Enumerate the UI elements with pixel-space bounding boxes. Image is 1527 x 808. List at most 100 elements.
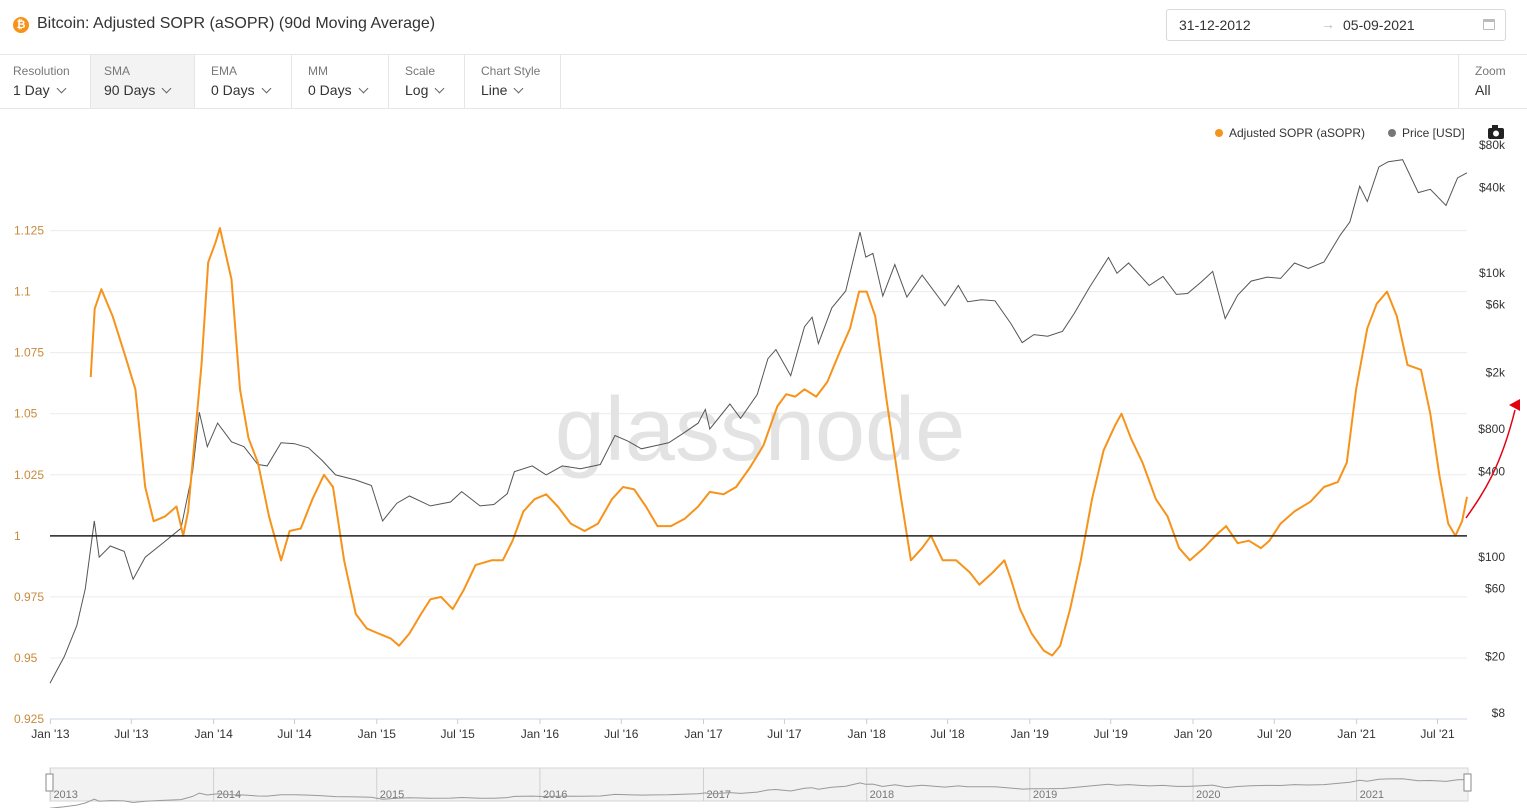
y-right-tick-label: $100 — [1478, 550, 1505, 564]
x-tick-label: Jul '15 — [441, 727, 476, 741]
annotation-arrowhead — [1509, 399, 1520, 411]
x-tick-label: Jan '15 — [358, 727, 397, 741]
chart-style-select[interactable]: Chart Style Line — [465, 55, 561, 108]
camera-icon[interactable] — [1488, 125, 1504, 139]
y-left-tick-label: 1 — [14, 529, 21, 543]
legend-price-label[interactable]: Price [USD] — [1402, 126, 1465, 140]
ema-select[interactable]: EMA 0 Days — [195, 55, 292, 108]
y-right-tick-label: $400 — [1478, 465, 1505, 479]
chevron-down-icon — [358, 83, 369, 94]
y-left-tick-label: 1.075 — [14, 346, 44, 360]
chevron-down-icon — [434, 83, 445, 94]
ema-label: EMA — [211, 64, 238, 78]
legend-sopr-label[interactable]: Adjusted SOPR (aSOPR) — [1229, 126, 1365, 140]
bitcoin-icon: ₿ — [13, 17, 29, 33]
x-tick-label: Jul '20 — [1257, 727, 1292, 741]
sopr-chart[interactable]: glassnode 0.925 0.95 0.975 1 1.025 1.05 1.075 1… — [0, 108, 1527, 808]
x-tick-label: Jul '17 — [767, 727, 802, 741]
y-right-tick-label: $80k — [1479, 138, 1506, 152]
x-tick-label: Jul '18 — [930, 727, 965, 741]
navigator-price-line — [49, 778, 1468, 808]
x-tick-label: Jan '21 — [1337, 727, 1376, 741]
legend-price-swatch — [1388, 129, 1396, 137]
scale-value: Log — [405, 82, 445, 98]
navigator-year-label: 2019 — [1033, 789, 1057, 801]
y-right-tick-label: $20 — [1485, 649, 1505, 663]
zoom-value: All — [1475, 82, 1491, 98]
date-range-picker[interactable]: 31-12-2012 → 05-09-2021 — [1166, 9, 1506, 41]
chevron-down-icon — [514, 83, 524, 94]
y-left-tick-label: 1.05 — [14, 407, 38, 421]
x-tick-label: Jan '14 — [194, 727, 233, 741]
y-left-tick-label: 1.1 — [14, 285, 31, 299]
resolution-value: 1 Day — [13, 82, 67, 98]
navigator-year-label: 2013 — [53, 789, 77, 801]
y-right-tick-label: $10k — [1479, 266, 1506, 280]
price-series-line — [49, 159, 1468, 684]
navigator-year-labels: 2013 2014 2015 2016 2017 2018 2019 2020 2021 — [49, 768, 1384, 801]
navigator-year-label: 2021 — [1360, 789, 1384, 801]
navigator-year-label: 2020 — [1196, 789, 1220, 801]
x-tick-label: Jul '14 — [277, 727, 312, 741]
y-left-tick-label: 1.125 — [14, 224, 44, 238]
x-tick-label: Jan '16 — [521, 727, 560, 741]
x-tick-label: Jan '18 — [848, 727, 887, 741]
chart-toolbar: Resolution 1 Day SMA 90 Days EMA 0 Days … — [0, 55, 1527, 109]
x-tick-label: Jan '19 — [1011, 727, 1050, 741]
y-left-tick-label: 0.925 — [14, 712, 44, 726]
chart-style-value: Line — [481, 82, 524, 98]
resolution-label: Resolution — [13, 64, 70, 78]
x-tick-label: Jul '21 — [1420, 727, 1455, 741]
x-tick-label: Jan '13 — [31, 727, 70, 741]
zoom-label: Zoom — [1475, 64, 1506, 78]
y-left-tick-label: 1.025 — [14, 468, 44, 482]
chart-header: ₿ Bitcoin: Adjusted SOPR (aSOPR) (90d Mo… — [0, 0, 1527, 55]
chevron-down-icon — [161, 83, 172, 94]
x-tick-label: Jan '20 — [1174, 727, 1213, 741]
legend-sopr-swatch — [1215, 129, 1223, 137]
y-right-tick-label: $800 — [1478, 422, 1505, 436]
y-right-tick-label: $6k — [1486, 298, 1506, 312]
arrow-right-icon: → — [1321, 16, 1335, 32]
scale-label: Scale — [405, 64, 436, 78]
x-tick-label: Jul '19 — [1094, 727, 1129, 741]
y-right-tick-label: $8 — [1492, 706, 1506, 720]
resolution-select[interactable]: Resolution 1 Day — [0, 55, 91, 108]
date-to[interactable]: 05-09-2021 — [1343, 17, 1415, 33]
glassnode-watermark: glassnode — [555, 380, 965, 480]
chevron-down-icon — [56, 83, 67, 94]
mm-label: MM — [308, 64, 328, 78]
x-tick-label: Jul '16 — [604, 727, 639, 741]
x-axis: Jan '13 Jul '13 Jan '14 Jul '14 Jan '15 Jul '… — [31, 718, 1467, 741]
navigator-right-handle[interactable] — [1463, 773, 1472, 792]
y-right-tick-label: $2k — [1486, 365, 1506, 379]
sopr-series-line — [89, 227, 1468, 657]
zoom-select[interactable]: Zoom All — [1458, 55, 1527, 108]
navigator-year-label: 2018 — [870, 789, 894, 801]
y-axis-left: 0.925 0.95 0.975 1 1.025 1.05 1.075 1.1 1.125 — [14, 224, 44, 726]
annotation-arrow — [1465, 409, 1516, 519]
navigator[interactable]: 2013 2014 2015 2016 2017 2018 2019 2020 2021 — [45, 767, 1472, 808]
x-tick-label: Jul '13 — [114, 727, 149, 741]
chevron-down-icon — [261, 83, 272, 94]
legend: Adjusted SOPR (aSOPR) Price [USD] — [1215, 125, 1504, 140]
mm-value: 0 Days — [308, 82, 369, 98]
date-from[interactable]: 31-12-2012 — [1179, 17, 1251, 33]
ema-value: 0 Days — [211, 82, 272, 98]
y-left-tick-label: 0.975 — [14, 590, 44, 604]
navigator-year-label: 2016 — [543, 789, 567, 801]
chart-title: Bitcoin: Adjusted SOPR (aSOPR) (90d Movi… — [37, 15, 436, 32]
scale-select[interactable]: Scale Log — [389, 55, 465, 108]
navigator-left-handle[interactable] — [45, 773, 54, 792]
sma-value: 90 Days — [104, 82, 172, 98]
chart-style-label: Chart Style — [481, 64, 541, 78]
y-axis-right: $8 $20 $60 $100 $400 $800 $2k $6k $10k $40k $80k — [1478, 138, 1506, 720]
sma-select[interactable]: SMA 90 Days — [91, 55, 195, 108]
mm-select[interactable]: MM 0 Days — [292, 55, 389, 108]
navigator-year-label: 2017 — [707, 789, 731, 801]
y-right-tick-label: $60 — [1485, 582, 1505, 596]
sma-label: SMA — [104, 64, 131, 78]
y-right-tick-label: $40k — [1479, 181, 1506, 195]
calendar-icon[interactable] — [1483, 19, 1495, 30]
y-left-tick-label: 0.95 — [14, 651, 38, 665]
